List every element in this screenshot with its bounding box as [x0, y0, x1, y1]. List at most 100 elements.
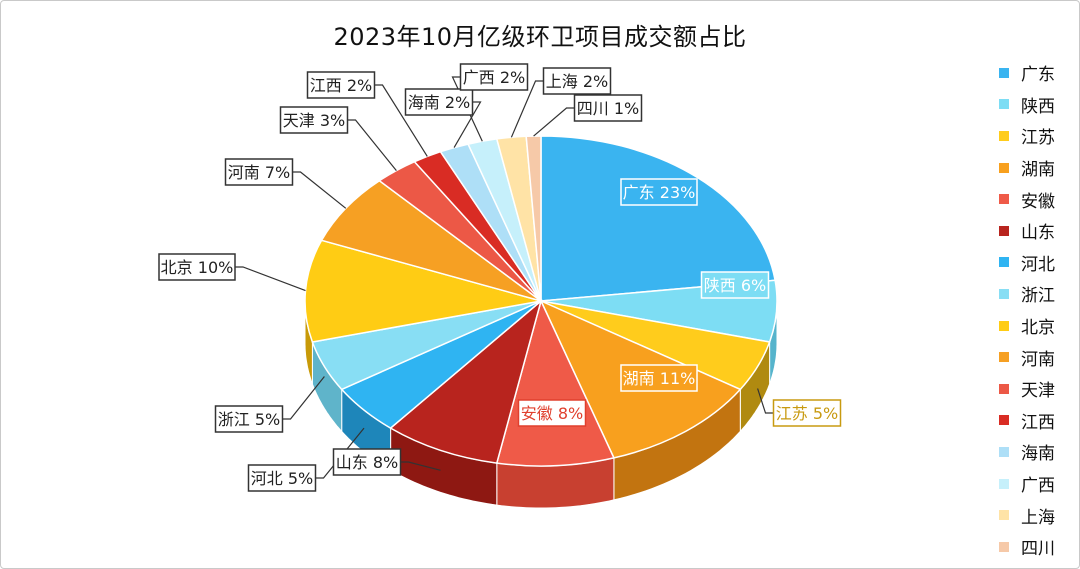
legend-label: 湖南	[1021, 160, 1055, 181]
legend-item-陕西: 陕西	[999, 89, 1055, 121]
legend-item-安徽: 安徽	[999, 183, 1055, 215]
legend-item-海南: 海南	[999, 436, 1055, 468]
legend-item-四川: 四川	[999, 531, 1055, 563]
slice-陕西-data-label: 陕西 6%	[704, 276, 766, 295]
slice-江苏-leader-line	[757, 388, 774, 414]
slice-海南-data-label: 海南 2%	[408, 93, 470, 112]
slice-天津-leader-line	[347, 119, 397, 171]
legend-label: 上海	[1021, 507, 1055, 528]
legend-swatch	[999, 446, 1009, 457]
legend-swatch	[999, 383, 1009, 394]
legend-label: 天津	[1021, 381, 1055, 402]
slice-上海-leader-line	[510, 80, 544, 138]
slice-山东-label-box	[332, 448, 402, 476]
slice-四川-data-label: 四川 1%	[577, 99, 639, 118]
slice-湖南-label-box	[620, 364, 698, 392]
slice-广东-data-label: 广东 23%	[623, 183, 696, 202]
legend-label: 安徽	[1021, 191, 1055, 212]
legend-item-广东: 广东	[999, 57, 1055, 89]
slice-江西-data-label: 江西 2%	[310, 76, 372, 95]
chart-title: 2023年10月亿级环卫项目成交额占比	[333, 23, 747, 51]
legend-swatch	[999, 288, 1009, 299]
legend-item-江苏: 江苏	[999, 120, 1055, 152]
legend-swatch	[999, 257, 1009, 268]
legend-item-浙江: 浙江	[999, 278, 1055, 310]
pie-sides	[304, 301, 778, 509]
legend-label: 江西	[1021, 412, 1055, 433]
legend-label: 广东	[1021, 65, 1055, 86]
slice-河南-leader-line	[292, 171, 347, 209]
slice-陕西-label-box	[700, 271, 770, 299]
legend-label: 浙江	[1021, 286, 1055, 307]
legend-label: 江苏	[1021, 128, 1055, 149]
legend-item-广西: 广西	[999, 468, 1055, 500]
legend-swatch	[999, 162, 1009, 173]
slice-江苏-data-label: 江苏 5%	[776, 404, 838, 423]
legend-item-山东: 山东	[999, 215, 1055, 247]
legend-item-湖南: 湖南	[999, 152, 1055, 184]
legend-swatch	[999, 478, 1009, 489]
legend-label: 河南	[1021, 349, 1055, 370]
slice-河北-label-box	[247, 464, 317, 492]
slice-广西-data-label: 广西 2%	[463, 68, 525, 87]
slice-湖南-data-label: 湖南 11%	[623, 369, 696, 388]
slice-河北-data-label: 河北 5%	[251, 469, 313, 488]
slice-浙江-label-box	[214, 405, 284, 433]
legend-item-上海: 上海	[999, 499, 1055, 531]
legend-swatch	[999, 225, 1009, 236]
legend-swatch	[999, 320, 1009, 331]
slice-浙江-leader-line	[282, 376, 325, 420]
slice-上海-data-label: 上海 2%	[546, 72, 608, 91]
legend-label: 山东	[1021, 223, 1055, 244]
slice-天津-label-box	[279, 106, 349, 134]
legend-swatch	[999, 194, 1009, 205]
slice-山东-leader-line	[400, 461, 441, 471]
legend-swatch	[999, 67, 1009, 78]
slice-北京-leader-line	[235, 266, 306, 292]
slice-北京-data-label: 北京 10%	[161, 258, 234, 277]
legend-label: 海南	[1021, 444, 1055, 465]
legend-swatch	[999, 415, 1009, 426]
slice-河北-leader-line	[315, 427, 365, 479]
slice-山东-data-label: 山东 8%	[336, 453, 398, 472]
slice-广东-label-box	[620, 178, 698, 206]
slice-河南-label-box	[224, 158, 294, 186]
slice-河南-top	[320, 179, 542, 302]
legend: 广东陕西江苏湖南安徽山东河北浙江北京河南天津江西海南广西上海四川	[999, 57, 1055, 563]
legend-label: 广西	[1021, 476, 1055, 497]
slice-江苏-label-box	[772, 399, 842, 427]
slice-广西-leader-line	[451, 76, 483, 142]
slice-广西-label-box	[459, 63, 529, 91]
legend-item-北京: 北京	[999, 310, 1055, 342]
legend-swatch	[999, 510, 1009, 521]
slice-广东-top	[540, 135, 776, 302]
slice-海南-label-box	[404, 88, 474, 116]
slice-四川-leader-line	[533, 107, 575, 137]
legend-label: 陕西	[1021, 96, 1055, 117]
legend-swatch	[999, 130, 1009, 141]
legend-label: 河北	[1021, 254, 1055, 275]
slice-江西-leader-line	[374, 84, 428, 157]
legend-item-江西: 江西	[999, 405, 1055, 437]
slice-北京-top	[304, 239, 542, 343]
slice-安徽-data-label: 安徽 8%	[521, 404, 583, 423]
slice-上海-label-box	[542, 67, 612, 95]
legend-item-河南: 河南	[999, 341, 1055, 373]
legend-label: 北京	[1021, 318, 1055, 339]
leader-lines	[235, 76, 774, 479]
legend-swatch	[999, 99, 1009, 110]
slice-天津-data-label: 天津 3%	[283, 111, 345, 130]
slice-浙江-data-label: 浙江 5%	[218, 410, 280, 429]
slice-安徽-label-box	[517, 399, 587, 427]
slice-海南-leader-line	[453, 101, 482, 148]
slice-四川-label-box	[573, 94, 643, 122]
legend-label: 四川	[1021, 539, 1055, 560]
legend-item-河北: 河北	[999, 247, 1055, 279]
data-labels: 广东 23% 陕西 6% 江苏 5% 湖南 11% 安徽 8% 山东 8% 河北 5% 浙江 …	[158, 63, 842, 492]
slice-山东-top	[389, 298, 543, 464]
legend-swatch	[999, 352, 1009, 363]
slice-江西-label-box	[306, 71, 376, 99]
slice-河南-data-label: 河南 7%	[228, 163, 290, 182]
